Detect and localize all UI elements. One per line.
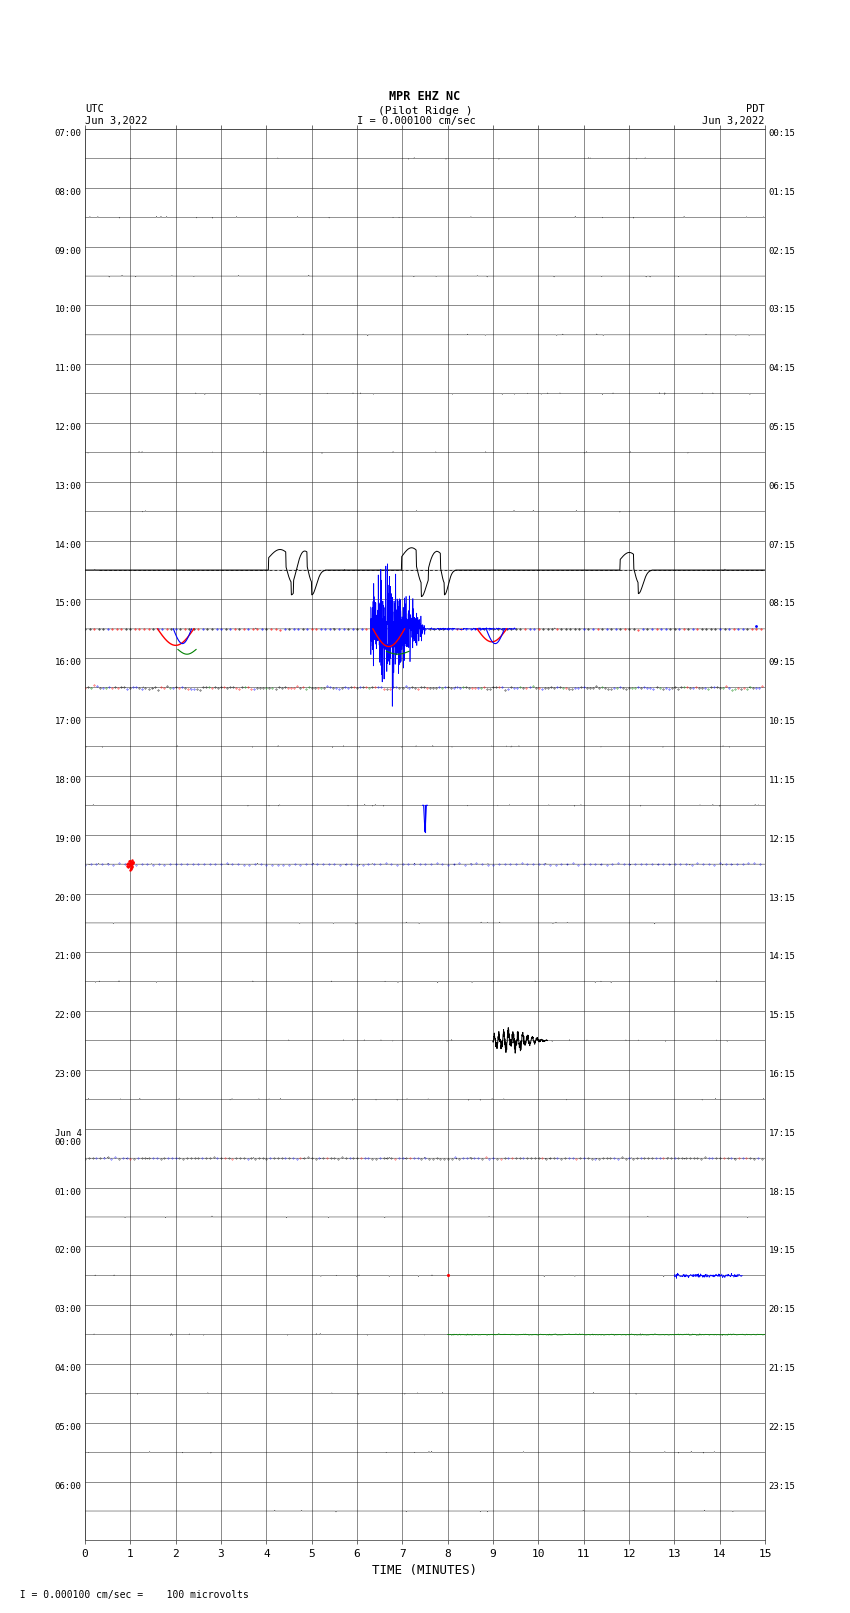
Text: I = 0.000100 cm/sec =    100 microvolts: I = 0.000100 cm/sec = 100 microvolts xyxy=(8,1590,249,1600)
Text: MPR EHZ NC: MPR EHZ NC xyxy=(389,90,461,103)
Text: 15:15: 15:15 xyxy=(768,1011,796,1019)
Text: 19:00: 19:00 xyxy=(54,836,82,844)
Text: 16:00: 16:00 xyxy=(54,658,82,668)
Text: 01:00: 01:00 xyxy=(54,1187,82,1197)
Text: 18:00: 18:00 xyxy=(54,776,82,786)
Text: 17:00: 17:00 xyxy=(54,718,82,726)
Text: 13:00: 13:00 xyxy=(54,482,82,490)
Text: 07:15: 07:15 xyxy=(768,540,796,550)
Text: I = 0.000100 cm/sec: I = 0.000100 cm/sec xyxy=(357,116,476,126)
Text: 11:00: 11:00 xyxy=(54,365,82,373)
Text: (Pilot Ridge ): (Pilot Ridge ) xyxy=(377,106,473,116)
Text: 10:15: 10:15 xyxy=(768,718,796,726)
Text: 22:00: 22:00 xyxy=(54,1011,82,1019)
Text: 20:15: 20:15 xyxy=(768,1305,796,1315)
Text: 06:00: 06:00 xyxy=(54,1482,82,1490)
Text: 16:15: 16:15 xyxy=(768,1069,796,1079)
Text: 23:15: 23:15 xyxy=(768,1482,796,1490)
Text: 07:00: 07:00 xyxy=(54,129,82,139)
Text: 12:15: 12:15 xyxy=(768,836,796,844)
Text: UTC
Jun 3,2022: UTC Jun 3,2022 xyxy=(85,105,148,126)
Text: 18:15: 18:15 xyxy=(768,1187,796,1197)
Text: 00:15: 00:15 xyxy=(768,129,796,139)
Text: 11:15: 11:15 xyxy=(768,776,796,786)
Text: 14:00: 14:00 xyxy=(54,540,82,550)
Text: 23:00: 23:00 xyxy=(54,1069,82,1079)
Text: 05:15: 05:15 xyxy=(768,423,796,432)
Text: 04:15: 04:15 xyxy=(768,365,796,373)
Text: 13:15: 13:15 xyxy=(768,894,796,903)
Text: 02:00: 02:00 xyxy=(54,1247,82,1255)
Text: 01:15: 01:15 xyxy=(768,187,796,197)
Text: PDT
Jun 3,2022: PDT Jun 3,2022 xyxy=(702,105,765,126)
Text: 14:15: 14:15 xyxy=(768,952,796,961)
Text: 15:00: 15:00 xyxy=(54,600,82,608)
Text: 12:00: 12:00 xyxy=(54,423,82,432)
Text: Jun 4
00:00: Jun 4 00:00 xyxy=(54,1129,82,1147)
Text: 21:15: 21:15 xyxy=(768,1365,796,1373)
Text: 19:15: 19:15 xyxy=(768,1247,796,1255)
X-axis label: TIME (MINUTES): TIME (MINUTES) xyxy=(372,1563,478,1576)
Text: 04:00: 04:00 xyxy=(54,1365,82,1373)
Text: 08:00: 08:00 xyxy=(54,187,82,197)
Text: 05:00: 05:00 xyxy=(54,1423,82,1432)
Text: 22:15: 22:15 xyxy=(768,1423,796,1432)
Text: 20:00: 20:00 xyxy=(54,894,82,903)
Text: 10:00: 10:00 xyxy=(54,305,82,315)
Text: 03:00: 03:00 xyxy=(54,1305,82,1315)
Text: 09:15: 09:15 xyxy=(768,658,796,668)
Text: 17:15: 17:15 xyxy=(768,1129,796,1137)
Text: 08:15: 08:15 xyxy=(768,600,796,608)
Text: 02:15: 02:15 xyxy=(768,247,796,255)
Text: 21:00: 21:00 xyxy=(54,952,82,961)
Text: 09:00: 09:00 xyxy=(54,247,82,255)
Text: 06:15: 06:15 xyxy=(768,482,796,490)
Text: 03:15: 03:15 xyxy=(768,305,796,315)
